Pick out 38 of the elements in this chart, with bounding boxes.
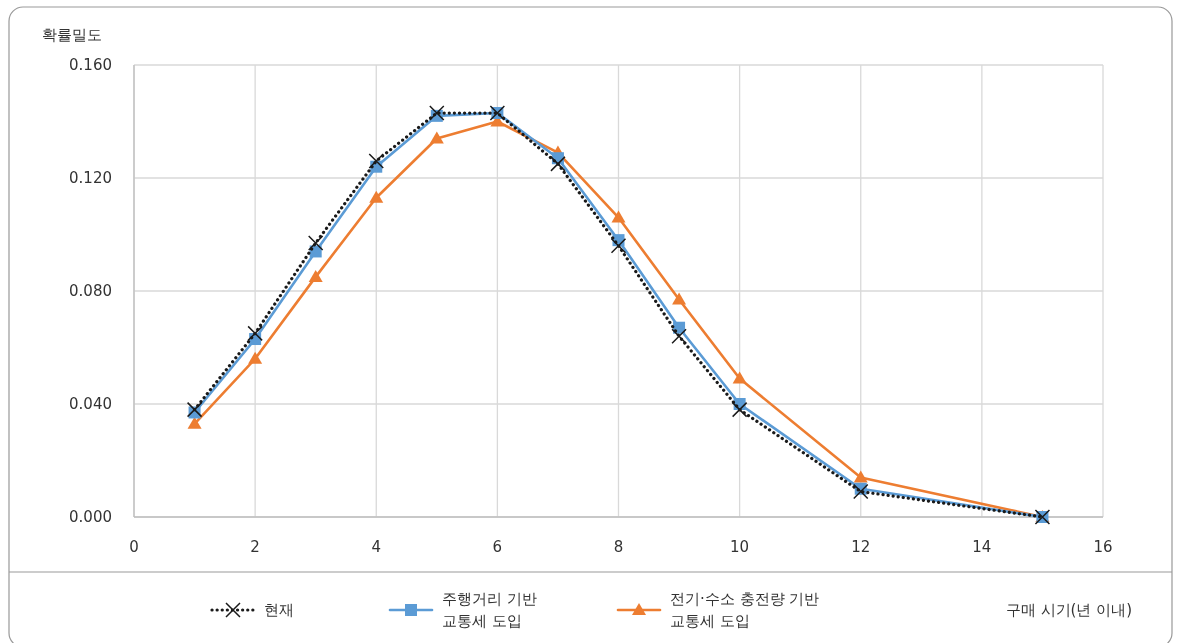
point — [672, 292, 687, 305]
point — [671, 328, 687, 344]
y-axis-title: 확률밀도 — [42, 26, 102, 44]
point — [368, 153, 384, 169]
x-tick-label: 12 — [851, 538, 871, 556]
y-tick-label: 0.120 — [69, 169, 112, 187]
point — [610, 238, 627, 254]
point — [247, 325, 263, 342]
x-tick-label: 0 — [129, 538, 139, 556]
point — [611, 210, 626, 223]
point — [248, 351, 263, 364]
x-tick-label: 14 — [972, 538, 992, 556]
y-tick-label: 0.040 — [69, 395, 112, 413]
point — [186, 401, 203, 418]
x-axis-title: 구매 시기(년 이내) — [1005, 601, 1132, 619]
legend-label: 현재 — [264, 601, 294, 619]
point — [732, 371, 747, 384]
point — [429, 131, 444, 144]
point — [308, 269, 323, 282]
point — [369, 190, 384, 203]
x-tick-label: 8 — [613, 538, 624, 556]
point — [429, 105, 445, 121]
y-tick-label: 0.160 — [69, 56, 112, 74]
x-tick-label: 4 — [371, 538, 382, 556]
point — [307, 235, 324, 251]
x-tick-label: 16 — [1093, 538, 1113, 556]
point — [853, 470, 868, 483]
y-tick-label: 0.080 — [69, 282, 112, 300]
point — [550, 156, 566, 172]
point — [187, 416, 202, 429]
y-tick-label: 0.000 — [69, 508, 112, 526]
legend-label: 전기·수소 충전량 기반 교통세 도입 — [670, 590, 820, 630]
x-tick-label: 10 — [730, 538, 750, 556]
legend-label: 주행거리 기반 교통세 도입 — [442, 590, 537, 630]
point — [853, 483, 869, 500]
x-tick-label: 6 — [492, 538, 503, 556]
x-tick-label: 2 — [250, 538, 260, 556]
point — [731, 401, 748, 418]
